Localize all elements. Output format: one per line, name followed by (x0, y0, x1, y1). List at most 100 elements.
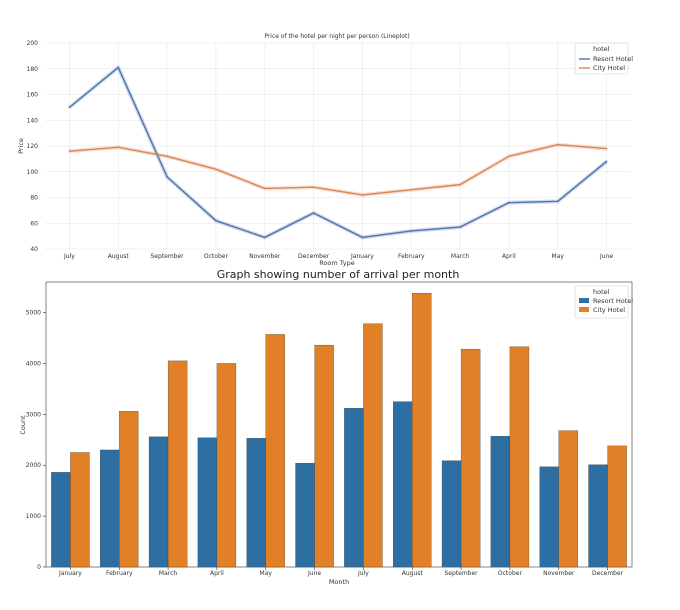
bar-x-tick-label-december: December (592, 570, 624, 577)
line-point-resort-hotel-august (117, 66, 120, 69)
bar-resort-hotel-june (295, 463, 315, 568)
line-x-tick-label-september: September (150, 253, 184, 260)
line-chart-title: Price of the hotel per night per person … (264, 33, 409, 40)
line-series-city-hotel (69, 144, 607, 196)
line-legend-label-city: City Hotel (593, 64, 625, 72)
line-legend-title: hotel (593, 45, 610, 53)
line-x-tick-label-january: January (350, 253, 374, 260)
line-x-tick-label-august: August (108, 253, 130, 260)
bar-resort-hotel-april (197, 437, 218, 568)
line-x-tick-label-march: March (451, 253, 469, 260)
bar-resort-hotel-october (490, 436, 511, 568)
line-chart-y-ticks: 40 60 80 100 120 140 160 180 200 (27, 40, 39, 253)
line-point-resort-hotel-may (556, 200, 559, 203)
bar-city-hotel-july (363, 323, 383, 568)
bar-city-hotel-february (119, 411, 139, 568)
bar-city-hotel-january (70, 452, 90, 568)
bar-x-tick-label-september: September (444, 570, 478, 577)
line-x-tick-label-april: April (502, 253, 516, 260)
bar-city-hotel-june (314, 344, 334, 568)
bar-legend-title: hotel (593, 288, 610, 296)
line-x-tick-label-november: November (249, 253, 281, 260)
bar-x-tick-label-march: March (159, 570, 177, 577)
line-point-city-hotel-november (263, 187, 266, 190)
bar-city-hotel-december (607, 445, 627, 568)
bar-y-tick-label: 3000 (26, 411, 41, 418)
line-y-tick-label: 180 (27, 66, 39, 73)
line-y-tick-label: 160 (27, 92, 39, 99)
line-point-city-hotel-march (459, 183, 461, 186)
bar-resort-hotel-july (344, 408, 364, 568)
line-y-tick-label: 100 (27, 169, 39, 176)
line-chart-x-ticks: July August September October November Decemb… (63, 253, 613, 260)
bar-resort-hotel-february (100, 449, 120, 568)
line-point-resort-hotel-february (410, 230, 413, 232)
line-chart-x-label: Room Type (319, 259, 355, 267)
bar-x-tick-label-august: August (402, 570, 424, 577)
bar-city-hotel-september (460, 349, 481, 568)
line-series-resort-hotel (68, 66, 608, 239)
bar-resort-hotel-january (51, 472, 71, 568)
line-point-resort-hotel-december (312, 212, 315, 214)
bar-resort-hotel-may (246, 438, 266, 568)
line-point-resort-hotel-march (459, 226, 461, 228)
line-point-city-hotel-august (117, 146, 120, 149)
bar-chart: Graph showing number of arrival per mont… (19, 268, 633, 586)
line-point-city-hotel-january (361, 194, 364, 196)
line-point-city-hotel-september (166, 155, 168, 158)
bar-y-tick-label: 1000 (26, 513, 41, 520)
bar-resort-hotel-november (539, 466, 559, 568)
line-x-tick-label-october: October (204, 253, 229, 260)
line-point-city-hotel-october (215, 168, 217, 170)
line-x-tick-label-june: June (599, 253, 613, 260)
line-legend-label-resort: Resort Hotel (593, 55, 633, 63)
line-point-city-hotel-december (312, 186, 315, 188)
line-chart-grid (45, 42, 631, 250)
bar-x-tick-label-october: October (498, 570, 523, 577)
line-point-resort-hotel-july (68, 106, 71, 109)
line-point-resort-hotel-november (263, 236, 266, 239)
bar-chart-x-label: Month (329, 578, 349, 586)
line-y-tick-label: 140 (27, 117, 39, 124)
bar-city-hotel-august (412, 293, 432, 568)
bar-chart-legend: hotel Resort Hotel City Hotel (574, 285, 633, 319)
line-chart: Price of the hotel per night per person … (17, 33, 633, 267)
bar-city-hotel-march (167, 360, 188, 568)
bar-city-hotel-october (509, 346, 530, 568)
bar-y-tick-label: 4000 (26, 360, 41, 367)
bar-legend-swatch-resort (579, 298, 589, 303)
bar-chart-title: Graph showing number of arrival per mont… (217, 268, 460, 281)
bar-chart-y-ticks: 0 1000 2000 3000 4000 5000 (26, 310, 46, 571)
line-point-resort-hotel-september (166, 176, 168, 178)
bar-x-tick-label-may: May (260, 570, 273, 577)
bar-x-tick-label-july: July (357, 570, 369, 577)
bar-legend-label-city: City Hotel (593, 306, 625, 314)
bar-y-tick-label: 2000 (26, 462, 41, 469)
line-point-resort-hotel-june (605, 160, 608, 163)
bar-legend-label-resort: Resort Hotel (593, 297, 633, 305)
bar-chart-bars (51, 293, 627, 568)
bar-x-tick-label-january: January (58, 570, 82, 577)
bar-resort-hotel-august (393, 401, 413, 568)
bar-resort-hotel-march (148, 436, 169, 568)
line-point-city-hotel-april (508, 155, 510, 158)
bar-city-hotel-november (558, 430, 578, 568)
bar-resort-hotel-december (588, 464, 608, 568)
line-y-tick-label: 60 (30, 220, 38, 227)
bar-city-hotel-april (216, 363, 237, 568)
line-point-resort-hotel-april (508, 201, 510, 204)
bar-x-tick-label-june: June (307, 570, 321, 577)
bar-legend-swatch-city (579, 307, 589, 312)
bar-y-tick-label: 0 (37, 564, 41, 571)
line-point-resort-hotel-january (361, 236, 364, 239)
bar-x-tick-label-april: April (210, 570, 224, 577)
line-chart-series (68, 65, 608, 240)
line-y-tick-label: 120 (27, 143, 39, 150)
bar-y-tick-label: 5000 (26, 310, 41, 317)
line-point-city-hotel-june (605, 147, 608, 150)
line-point-city-hotel-may (556, 143, 559, 146)
bar-x-tick-label-february: February (106, 570, 133, 577)
bar-city-hotel-may (265, 334, 285, 568)
line-point-city-hotel-february (410, 188, 413, 191)
line-x-tick-label-may: May (552, 253, 565, 260)
